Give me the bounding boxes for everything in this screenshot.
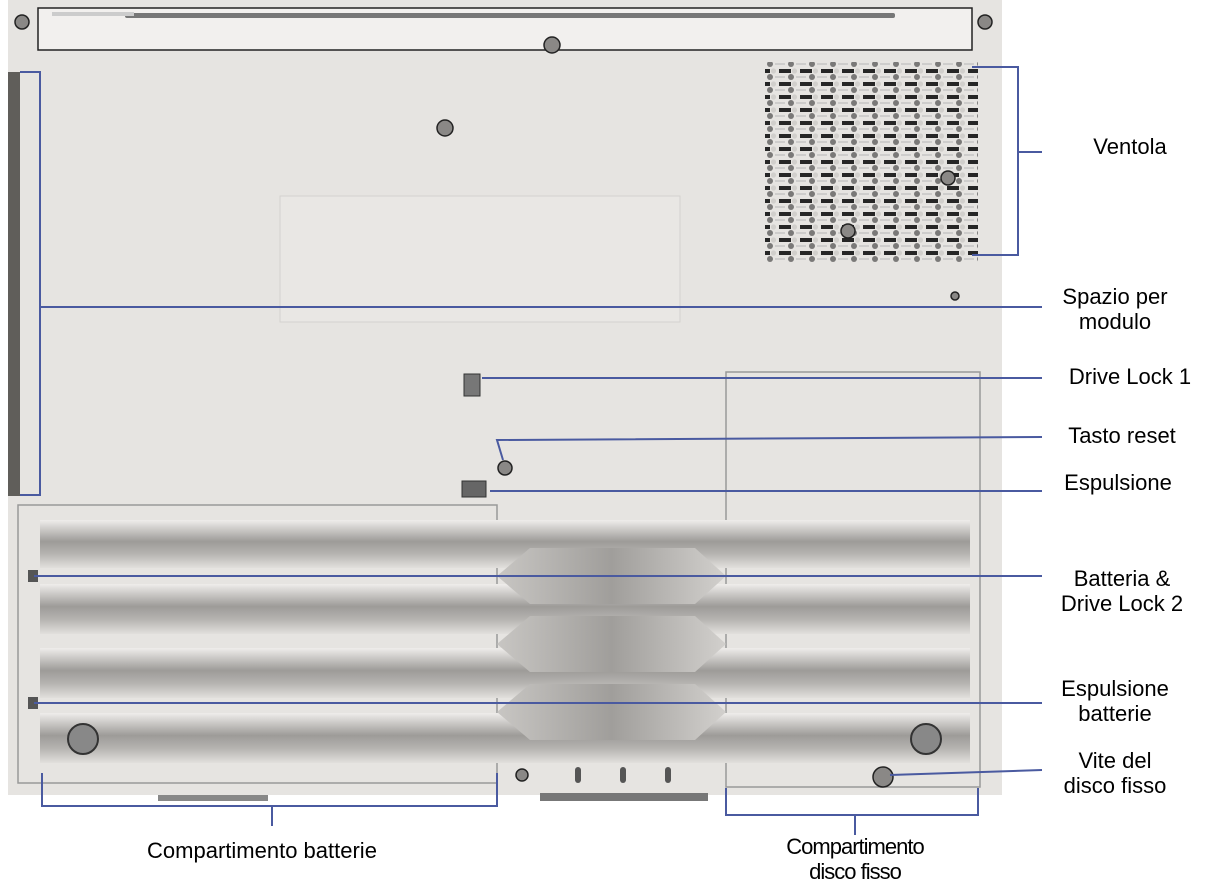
callout-label: Compartimento batterie: [147, 838, 377, 863]
callout-label: Drive Lock 1: [1069, 364, 1191, 389]
callout-label: batterie: [1078, 701, 1151, 726]
callout-label: Vite del: [1079, 748, 1152, 773]
callout-label: disco fisso: [1064, 773, 1167, 798]
callout-label: Spazio per: [1062, 284, 1167, 309]
callout-label: Batteria &: [1074, 566, 1171, 591]
callout-label: Compartimento: [786, 834, 924, 859]
laptop-body: [8, 0, 1002, 801]
callout-label: Tasto reset: [1068, 423, 1176, 448]
callout-label: modulo: [1079, 309, 1151, 334]
callout-label: Drive Lock 2: [1061, 591, 1183, 616]
laptop-diagram: Ventola Spazio permodulo Drive Lock 1 Tasto…: [0, 0, 1214, 880]
callout-label: Espulsione: [1064, 470, 1172, 495]
callout-label: disco fisso: [809, 859, 901, 880]
callout-label: Espulsione: [1061, 676, 1169, 701]
callout-label: Ventola: [1093, 134, 1167, 159]
